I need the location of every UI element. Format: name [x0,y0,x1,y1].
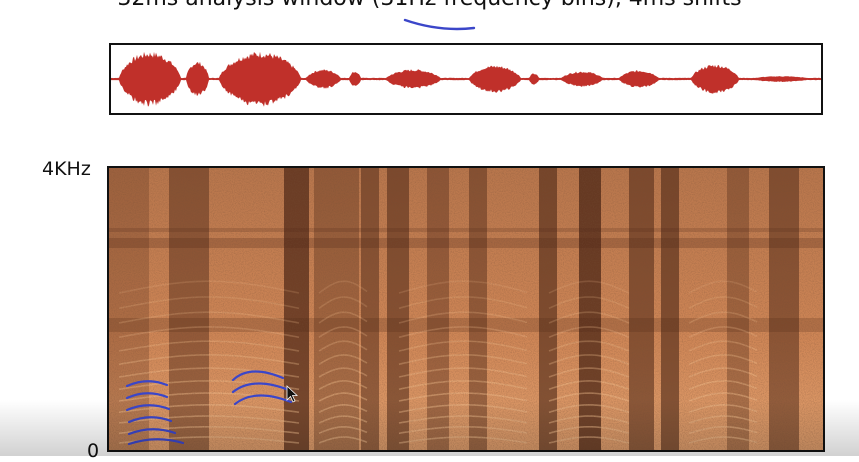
freq-top-label: 4KHz [42,158,91,180]
spectrogram-panel [107,166,825,452]
ink-stroke [233,394,293,406]
ink-stroke [125,392,169,400]
waveform-panel [109,43,823,115]
ink-stroke [127,428,177,436]
slide-title: 32ms analysis window (31Hz frequency bin… [0,0,859,11]
ink-stroke [231,370,285,382]
freq-bottom-label: 0 [87,440,100,462]
waveform-trace [111,51,821,107]
ink-stroke [231,382,291,394]
spectrogram-image [109,168,823,450]
ink-stroke [125,380,169,388]
mouse-cursor-icon [286,385,299,403]
waveform-plot [111,51,821,107]
ink-stroke [127,416,173,424]
ink-stroke [127,438,185,446]
ink-stroke [125,404,171,412]
